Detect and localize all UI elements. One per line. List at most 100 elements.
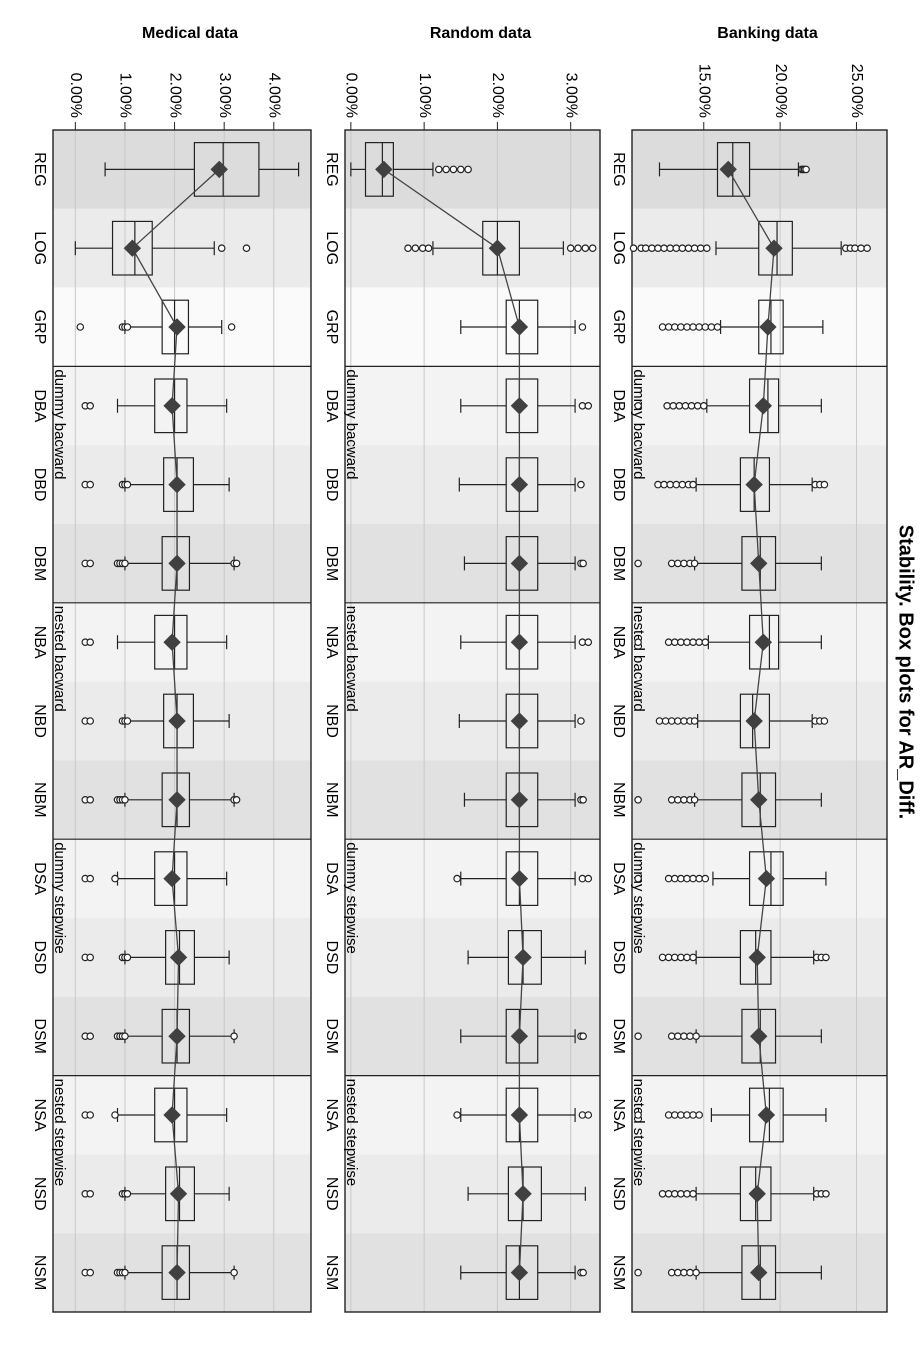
box (161, 1245, 191, 1300)
mean-marker (510, 712, 529, 730)
group-label: nested stepwise (343, 1079, 360, 1187)
mean-marker (123, 239, 142, 257)
outlier-point (713, 323, 722, 331)
outlier-point (857, 244, 865, 253)
outlier-point (579, 1268, 587, 1277)
mean-marker (510, 633, 529, 651)
category-label: NSD (323, 1177, 340, 1211)
outlier-point (670, 638, 679, 647)
figure-title: Stability. Box plots for AR_Diff. (895, 525, 917, 819)
category-label: DBM (323, 546, 340, 582)
outlier-point (634, 559, 642, 568)
outlier-point (680, 1032, 688, 1041)
mean-marker (757, 869, 776, 888)
group-label: nested stepwise (630, 1079, 647, 1187)
outlier-point (584, 638, 593, 647)
panel-1: Random data 0.00% 1.00% 2.00% 3.00% REG LOG GRP… (323, 25, 601, 1313)
outlier-point (577, 717, 585, 725)
box (505, 1087, 539, 1143)
outlier-point (683, 953, 691, 962)
outlier-point (677, 638, 685, 647)
box (505, 1245, 539, 1300)
outlier-point (664, 874, 673, 883)
outlier-point (686, 1032, 694, 1041)
outlier-point (654, 480, 662, 489)
box (739, 693, 771, 749)
category-label: NBM (610, 782, 627, 818)
mean-marker (510, 1263, 529, 1282)
group-label: dummy bacward (630, 369, 647, 479)
category-label: LOG (31, 231, 48, 265)
category-label: DSM (31, 1018, 48, 1054)
outlier-point (689, 323, 697, 331)
outlier-point (670, 953, 679, 962)
group-label: dummy stepwise (630, 842, 647, 954)
outlier-point (666, 244, 674, 253)
panel-2: Medical data 0.00% 1.00% 2.00% 3.00% 4.00% REG… (31, 25, 312, 1313)
outlier-point (689, 638, 697, 647)
category-label: NBM (323, 782, 340, 818)
outlier-point (453, 874, 461, 883)
category-label: NBD (610, 704, 627, 738)
category-label: DBA (323, 389, 340, 422)
category-label: GRP (31, 310, 48, 345)
mean-marker (719, 160, 737, 179)
outlier-point (464, 165, 472, 174)
outlier-point (820, 480, 829, 489)
outlier-point (690, 244, 699, 253)
outlier-point (696, 244, 705, 253)
box (364, 142, 394, 197)
category-label: DSD (323, 941, 340, 975)
outlier-point (664, 953, 673, 962)
panel-title: Medical data (142, 25, 238, 42)
outlier-point (677, 1111, 685, 1119)
outlier-point (655, 717, 664, 725)
category-label: NSA (610, 1099, 627, 1132)
mean-marker (510, 791, 529, 809)
outlier-point (123, 1190, 132, 1198)
box (741, 536, 777, 591)
mean-marker (168, 1027, 186, 1045)
category-label: DSA (610, 862, 627, 895)
outlier-point (851, 244, 859, 253)
outlier-point (123, 480, 132, 489)
outlier-point (674, 1268, 682, 1277)
category-label: NSD (31, 1177, 48, 1211)
outlier-point (689, 1111, 697, 1119)
outlier-point (76, 323, 85, 331)
outlier-point (404, 244, 412, 253)
outlier-point (121, 1032, 129, 1041)
outlier-point (802, 165, 810, 174)
mean-marker (169, 948, 188, 967)
mean-marker (750, 791, 768, 809)
mean-marker (375, 160, 393, 179)
group-label: nested bacward (343, 606, 360, 712)
outlier-point (674, 559, 682, 568)
category-label: GRP (323, 310, 340, 345)
category-label: DBD (31, 468, 48, 502)
outlier-point (687, 401, 696, 410)
outlier-point (658, 1190, 667, 1198)
outlier-point (634, 638, 642, 647)
outlier-point (667, 795, 676, 804)
outlier-point (670, 1111, 679, 1119)
mean-marker (163, 869, 181, 888)
outlier-point (86, 559, 95, 568)
box (505, 693, 539, 749)
outlier-point (683, 323, 691, 331)
box (507, 930, 542, 985)
mean-marker (748, 948, 766, 967)
outlier-point (695, 1111, 703, 1119)
panel-title: Random data (430, 25, 531, 42)
mean-marker (510, 397, 529, 415)
box (505, 851, 539, 906)
outlier-point (701, 638, 710, 647)
outlier-point (86, 1190, 95, 1198)
panel-0: Banking data 15.00% 20.00% 25.00% REG LOG GRP D… (610, 25, 888, 1313)
outlier-point (670, 1190, 679, 1198)
outlier-point (672, 480, 681, 489)
mean-marker (168, 554, 186, 573)
outlier-point (677, 953, 685, 962)
outlier-point (667, 1032, 676, 1041)
